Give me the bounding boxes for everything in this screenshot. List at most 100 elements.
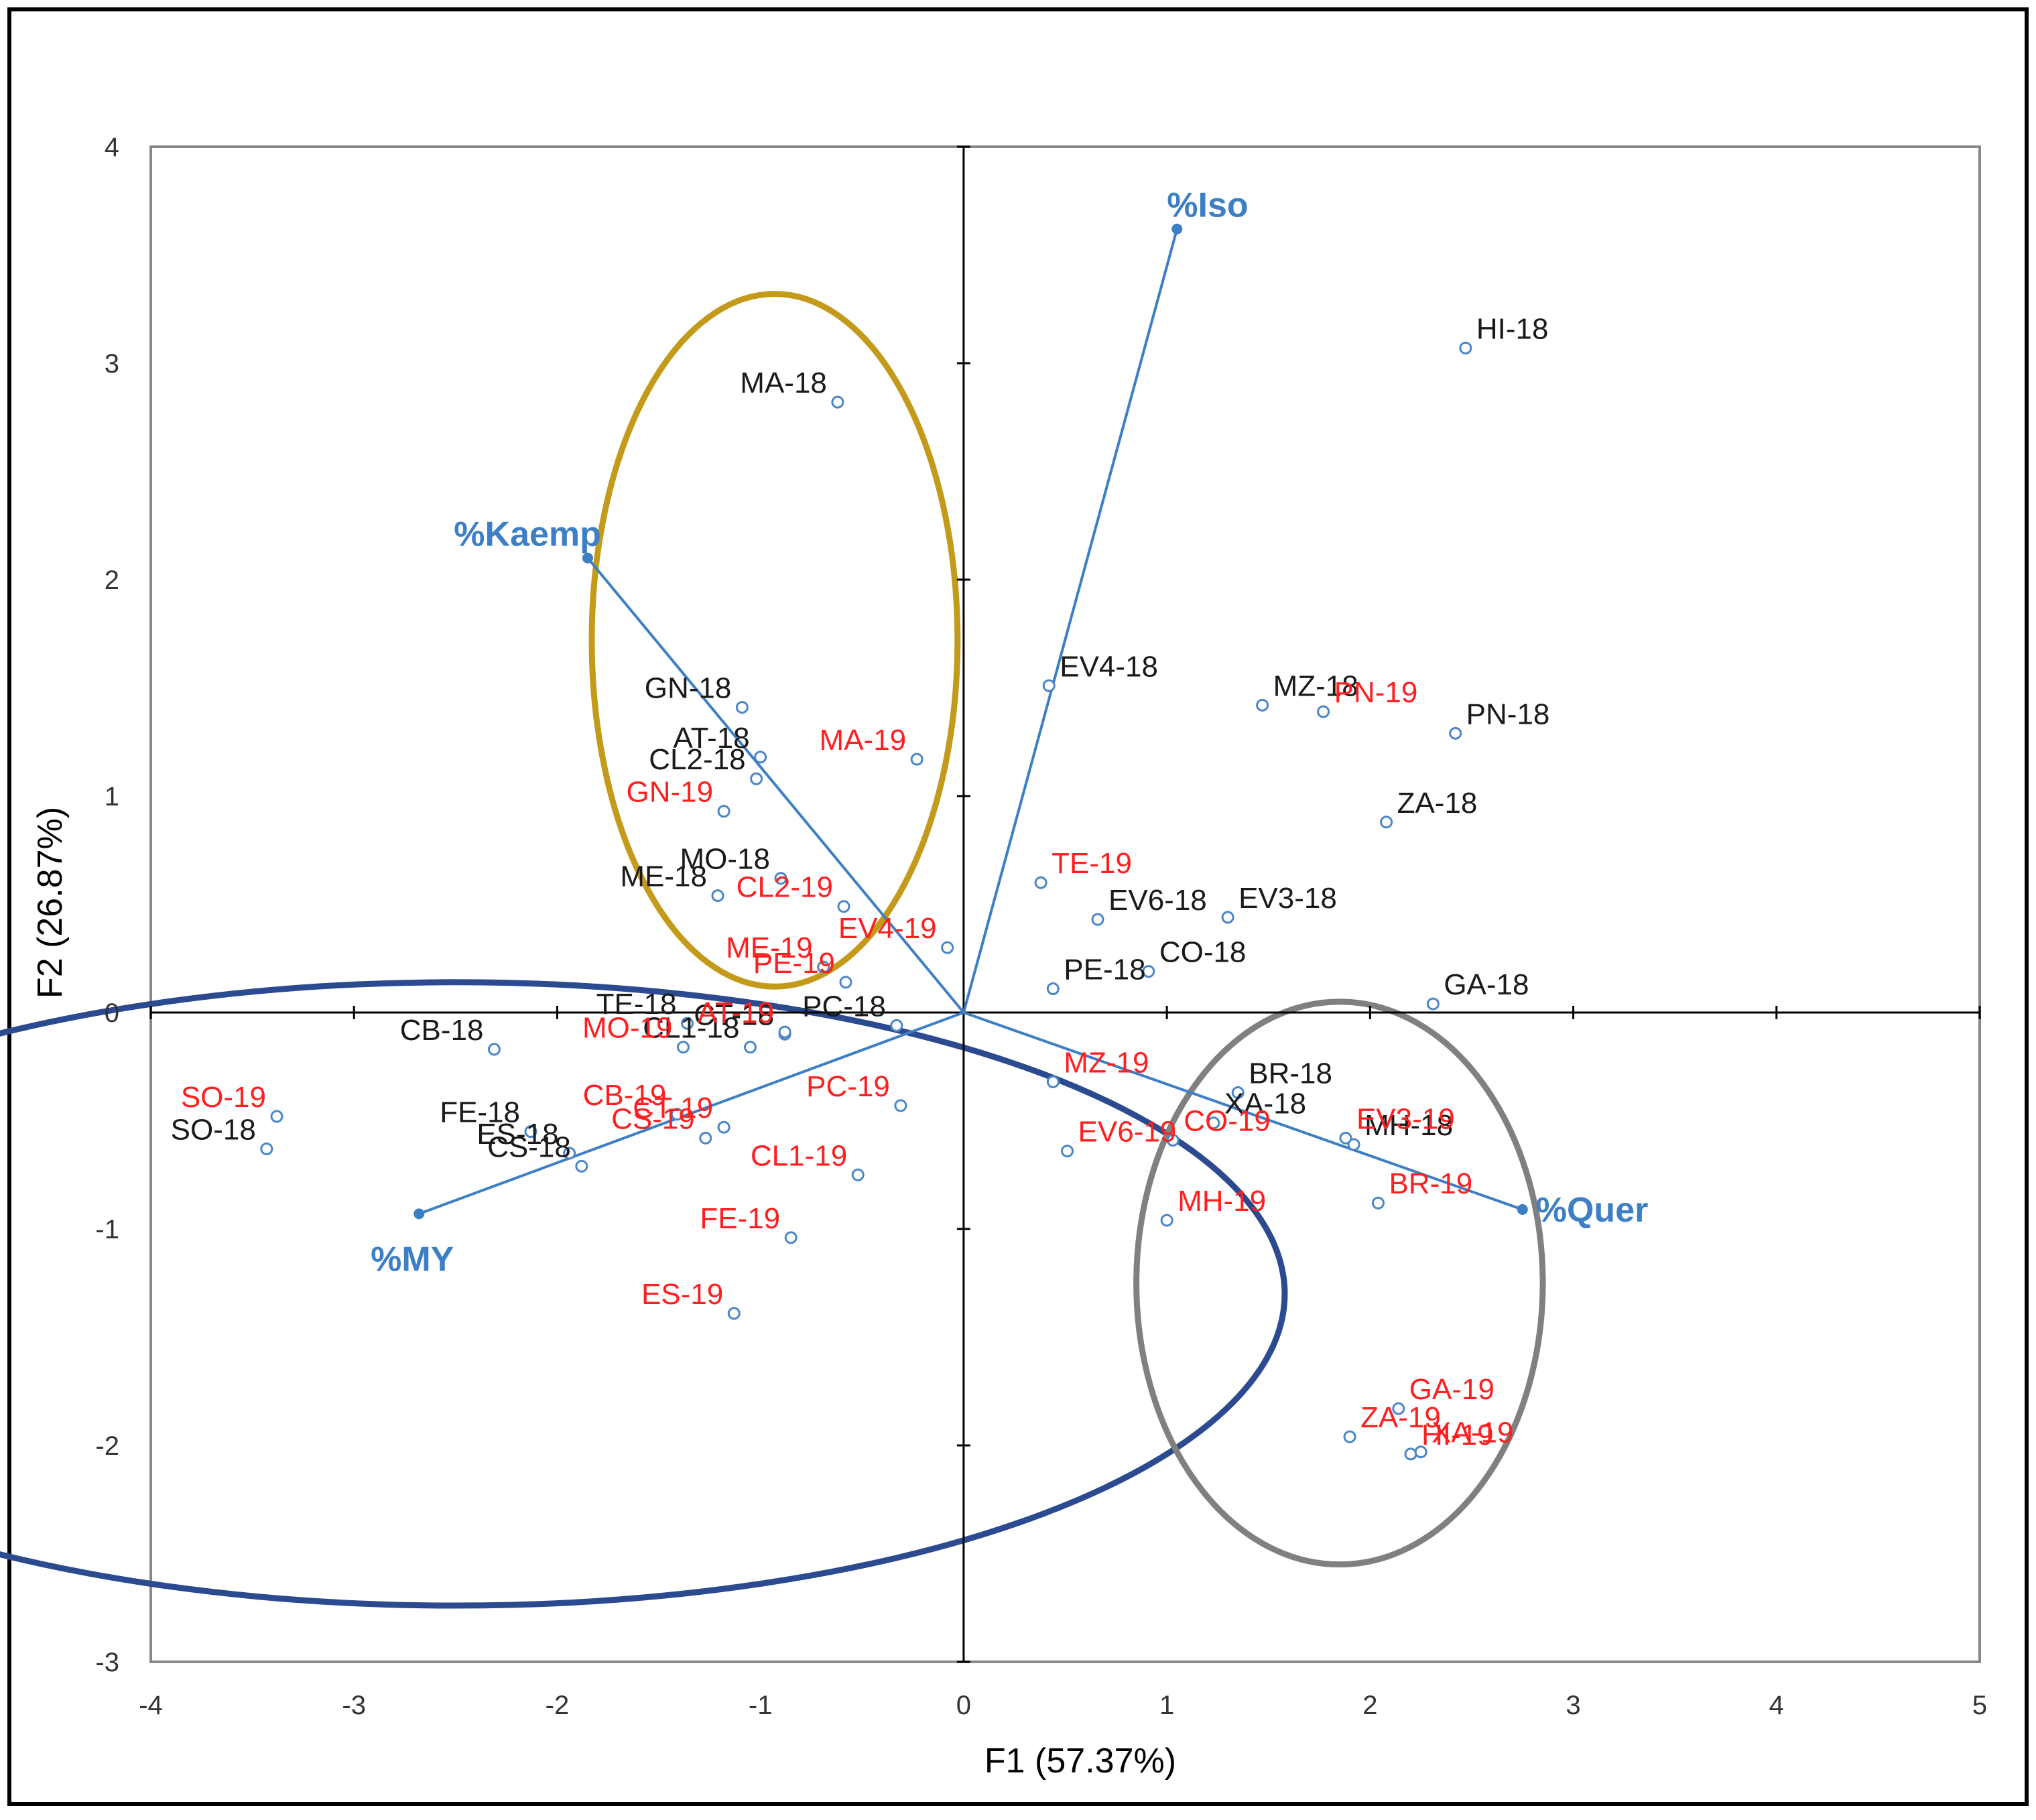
y-tick-label: 4 xyxy=(105,133,119,162)
zero-axes-layer xyxy=(151,147,1980,1662)
data-point-label: XA-18 xyxy=(1224,1088,1306,1120)
loading-vector-endpoint xyxy=(582,552,593,564)
data-point-label: ES-19 xyxy=(641,1278,723,1311)
data-point-label: MZ-19 xyxy=(1064,1046,1149,1079)
data-point-marker xyxy=(717,805,730,818)
data-point-label: AT-18 xyxy=(674,722,750,755)
data-point-marker xyxy=(563,1147,576,1160)
data-point-label: HI-18 xyxy=(1476,312,1549,345)
data-point-label: EV6-19 xyxy=(1078,1116,1177,1149)
data-point-label: ZA-19 xyxy=(1360,1401,1441,1434)
data-point-marker xyxy=(910,753,924,766)
tick-layer: -4 -3 -2 -1 0 1 2 3 4 5 -3 -2 -1 0 1 2 3 4 xyxy=(95,133,1987,1720)
data-point-label: PN-19 xyxy=(1334,676,1418,709)
data-point-marker xyxy=(711,889,724,903)
data-point-label: CL2-19 xyxy=(737,871,833,904)
loading-vectors-layer: %Iso %Kaemp %MY %Quer xyxy=(371,186,1648,1279)
data-point-marker xyxy=(1343,1430,1356,1443)
data-point-marker xyxy=(851,1168,865,1181)
data-point-marker xyxy=(524,1125,537,1139)
y-tick-label: 2 xyxy=(105,566,119,595)
data-point-marker xyxy=(1091,913,1104,926)
data-point-label: CL1-18 xyxy=(643,1012,739,1045)
data-point-marker xyxy=(744,1041,757,1054)
data-point-marker xyxy=(894,1099,907,1112)
data-point-marker xyxy=(1042,679,1056,692)
data-point-marker xyxy=(754,751,767,764)
loading-vector-endpoint xyxy=(1517,1204,1528,1215)
y-axis-label: F2 (26.87%) xyxy=(31,807,70,998)
x-tick-label: -3 xyxy=(342,1691,366,1720)
data-point-label: MH-18 xyxy=(1364,1109,1453,1142)
data-point-label: MO-18 xyxy=(680,843,770,876)
data-point-marker xyxy=(1221,911,1234,924)
data-point-label: MH-19 xyxy=(1178,1185,1266,1218)
data-point-marker xyxy=(1231,1086,1245,1100)
group-ellipse xyxy=(0,979,1288,1609)
x-tick-label: -4 xyxy=(139,1691,163,1720)
data-point-label: EV6-18 xyxy=(1108,884,1207,917)
data-point-label: CT-18 xyxy=(694,998,774,1031)
x-tick-label: 2 xyxy=(1362,1691,1377,1720)
data-point-marker xyxy=(837,900,850,913)
data-point-label: HI-19 xyxy=(1421,1419,1494,1451)
data-point-label: ES-18 xyxy=(476,1118,558,1151)
data-point-label: ZA-18 xyxy=(1397,787,1478,820)
loading-vector-line xyxy=(586,557,965,1014)
data-point-label: MO-19 xyxy=(582,1012,672,1045)
data-point-marker xyxy=(1061,1145,1074,1158)
data-point-marker xyxy=(699,1131,712,1145)
data-point-marker xyxy=(681,1017,694,1030)
data-point-label: PE-19 xyxy=(753,947,835,980)
data-point-label: EV4-19 xyxy=(838,912,937,945)
data-point-marker xyxy=(1339,1131,1352,1145)
data-point-marker xyxy=(1459,341,1472,354)
data-point-marker xyxy=(1207,1116,1220,1130)
y-tick-label: -2 xyxy=(95,1431,119,1461)
data-point-marker xyxy=(1347,1138,1360,1151)
data-point-label: CO-19 xyxy=(1184,1105,1271,1138)
data-point-label: MA-19 xyxy=(820,724,907,757)
data-point-marker xyxy=(270,1110,283,1123)
data-point-label: GA-19 xyxy=(1409,1373,1494,1406)
data-point-label: SO-19 xyxy=(181,1081,266,1114)
data-point-marker xyxy=(831,395,844,409)
data-point-label: SO-18 xyxy=(171,1113,256,1146)
x-tick-label: -1 xyxy=(749,1691,773,1720)
data-point-label: ME-19 xyxy=(726,931,813,964)
loading-vector-endpoint xyxy=(1171,223,1183,235)
data-point-label: PE-18 xyxy=(1064,953,1145,986)
loading-vector-line xyxy=(962,229,1179,1013)
data-point-label: ME-18 xyxy=(620,860,707,893)
loading-vector-line xyxy=(963,1011,1523,1211)
y-tick-label: 3 xyxy=(105,349,119,379)
points-layer xyxy=(260,341,1472,1461)
data-point-label: EV4-18 xyxy=(1060,650,1158,683)
data-point-label: CL2-18 xyxy=(649,743,745,776)
group-ellipse xyxy=(588,291,961,990)
data-point-label: CL1-19 xyxy=(751,1139,847,1172)
data-point-marker xyxy=(727,1307,741,1320)
data-point-label: BR-18 xyxy=(1249,1057,1332,1090)
data-point-marker xyxy=(839,976,852,989)
loading-vector-line xyxy=(418,1011,964,1216)
y-tick-label: 1 xyxy=(105,782,119,811)
data-point-label: MZ-18 xyxy=(1273,669,1358,702)
data-point-label: CT-19 xyxy=(633,1092,713,1124)
data-point-marker xyxy=(784,1231,798,1244)
data-point-label: CS-18 xyxy=(487,1130,571,1163)
data-point-marker xyxy=(1166,1134,1180,1147)
outer-border xyxy=(7,7,2029,1806)
data-point-label: BR-19 xyxy=(1389,1167,1472,1200)
data-point-label: CB-19 xyxy=(583,1079,667,1112)
data-point-marker xyxy=(1142,965,1155,978)
x-tick-label: 3 xyxy=(1566,1691,1580,1720)
loading-vector-label: %MY xyxy=(371,1240,454,1279)
group-ellipse xyxy=(1133,998,1546,1568)
data-point-label: EV3-18 xyxy=(1238,882,1337,915)
data-point-marker xyxy=(1371,1196,1385,1210)
x-axis-label: F1 (57.37%) xyxy=(984,1742,1176,1780)
x-tick-label: 0 xyxy=(956,1691,971,1720)
x-tick-label: 5 xyxy=(1972,1691,1987,1720)
data-point-marker xyxy=(1046,982,1060,995)
